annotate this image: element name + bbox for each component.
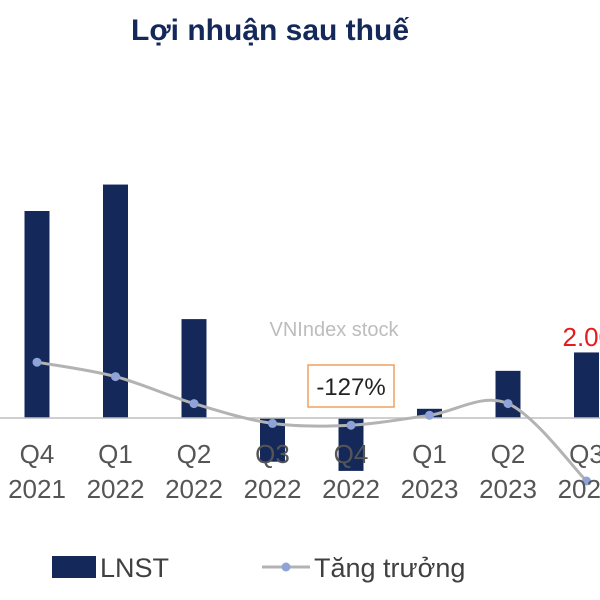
value-data-label: 2.00 bbox=[563, 322, 600, 352]
growth-point-q4-2022 bbox=[346, 420, 356, 430]
bars-layer bbox=[24, 184, 599, 471]
bar-q1-2022 bbox=[103, 184, 128, 418]
growth-point-q3-2022 bbox=[268, 418, 277, 428]
growth-point-q4-2021 bbox=[32, 357, 42, 367]
growth-point-q2-2022 bbox=[189, 399, 199, 409]
growth-point-q3-2023 bbox=[582, 476, 591, 486]
growth-callout-text: -127% bbox=[316, 374, 385, 401]
growth-point-q1-2023 bbox=[425, 410, 434, 420]
legend-swatch-growth-marker bbox=[281, 562, 291, 572]
bar-q4-2021 bbox=[24, 211, 50, 418]
bar-q2-2023 bbox=[495, 370, 521, 418]
growth-line-layer bbox=[32, 357, 591, 486]
bar-q3-2023 bbox=[574, 352, 599, 418]
x-tick-label: Q4 2022 bbox=[322, 439, 380, 504]
x-tick-labels: Q4 2021 Q1 2022 Q2 2022 Q3 2022 Q4 2022 Q1 2023 Q2 20… bbox=[8, 439, 600, 504]
legend-label-lnst: LNST bbox=[100, 553, 169, 583]
legend: LNST Tăng trưởng bbox=[52, 553, 465, 583]
chart-title: Lợi nhuận sau thuế bbox=[131, 14, 409, 47]
watermark-text: VNIndex stock bbox=[270, 319, 400, 341]
x-tick-label: Q4 2021 bbox=[8, 439, 66, 504]
x-tick-label: Q32023 bbox=[558, 439, 600, 504]
legend-label-growth: Tăng trưởng bbox=[314, 553, 465, 583]
x-tick-label: Q1 2022 bbox=[87, 439, 145, 504]
annotations-layer: -127% 2.00 bbox=[307, 322, 600, 408]
growth-callout-box bbox=[307, 364, 395, 408]
x-tick-label: Q2 2023 bbox=[479, 439, 537, 504]
growth-callout: -127% bbox=[307, 364, 395, 408]
x-tick-label: Q2 2022 bbox=[165, 439, 223, 504]
x-tick-label: Q3 2022 bbox=[244, 439, 302, 504]
growth-point-q1-2022 bbox=[111, 372, 120, 382]
x-tick-label: Q1 2023 bbox=[401, 439, 459, 504]
growth-point-q2-2023 bbox=[503, 399, 513, 409]
legend-swatch-lnst bbox=[52, 556, 96, 578]
